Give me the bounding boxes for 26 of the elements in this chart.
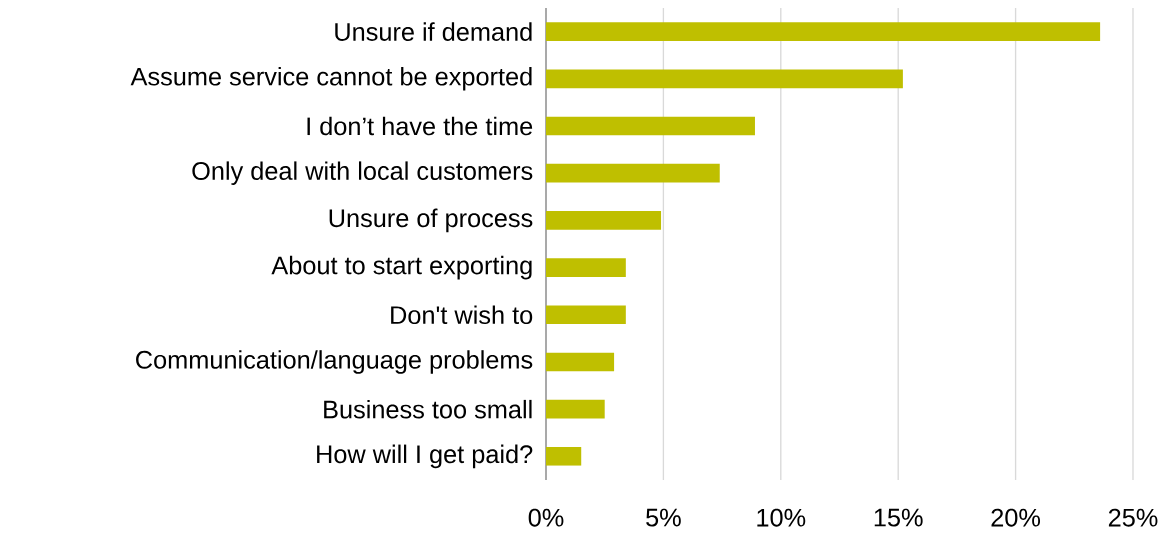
y-tick-label: How will I get paid? <box>317 444 533 469</box>
bar <box>546 352 615 372</box>
bar <box>546 163 720 183</box>
bar <box>546 22 1101 41</box>
bar <box>546 116 755 136</box>
y-tick-label: Business too small <box>324 399 532 419</box>
bar <box>546 447 582 466</box>
bar <box>546 399 605 419</box>
x-tick-label: 0% <box>528 508 564 527</box>
y-tick-label: About to start exporting <box>271 255 532 280</box>
y-tick-label: Only deal with local customers <box>192 161 533 185</box>
bar <box>546 258 626 277</box>
y-tick-label: Unsure if demand <box>335 22 532 41</box>
y-tick-label: Don't wish to <box>391 305 533 325</box>
bar <box>546 69 903 89</box>
y-tick-label: Unsure of process <box>329 208 533 233</box>
y-tick-label: Assume service cannot be exported <box>130 66 532 91</box>
x-tick-label: 15% <box>874 508 923 527</box>
y-tick-label: Communication/language problems <box>136 350 533 374</box>
bar <box>546 211 662 230</box>
x-tick-label: 5% <box>646 508 681 527</box>
y-tick-label: I don’t have the time <box>307 116 533 136</box>
x-tick-label: 10% <box>757 508 806 527</box>
bar <box>546 305 626 325</box>
x-tick-label: 25% <box>1108 508 1158 527</box>
x-tick-label: 20% <box>991 508 1041 527</box>
